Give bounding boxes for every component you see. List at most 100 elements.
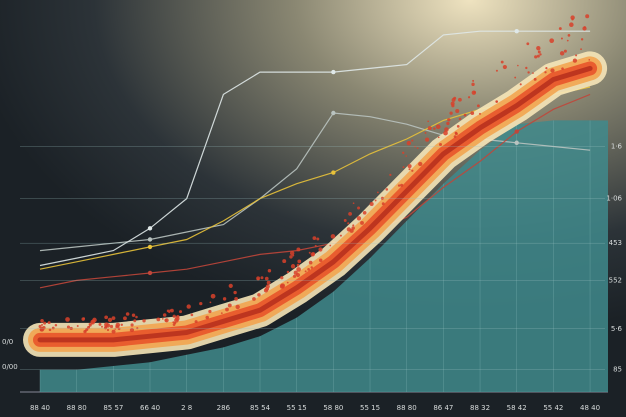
spray-dot [567,34,571,37]
spray-dot [98,322,102,326]
spray-dot [129,327,135,333]
spray-dot [228,283,233,288]
y-tick-label: 552 [609,276,622,284]
x-tick-label: 55 15 [360,404,380,412]
x-tick-label: 85 54 [250,404,271,412]
spray-dot [170,308,174,313]
spray-dot [471,90,477,95]
spray-dot [40,319,44,323]
spray-dot [286,270,290,274]
spray-dot [190,313,194,317]
spray-dot [385,188,389,191]
spray-dot [120,323,123,326]
point [147,226,153,231]
spray-dot [304,270,307,273]
spray-dot [467,96,471,99]
spray-dot [296,267,301,272]
x-tick-label: 55 42 [543,404,563,412]
y-tick-label: 1·6 [611,142,623,150]
spray-dot [411,139,414,142]
spray-dot [47,321,50,324]
spray-dot [580,38,584,41]
spray-dot [220,312,223,314]
spray-dot [210,293,216,299]
spray-dot [131,313,136,317]
y-tick-label: 5·6 [611,325,623,333]
spray-dot [296,263,300,267]
spray-dot [109,324,114,329]
spray-dot [104,315,109,320]
spray-dot [280,276,284,280]
spray-dot [82,317,85,320]
point [331,110,336,116]
spray-dot [290,264,296,269]
spray-dot [444,127,449,132]
spray-dot [427,126,432,131]
spray-dot [161,318,164,320]
band-line [37,65,593,343]
spray-dot [560,37,563,40]
spray-dot [447,118,451,122]
spray-dot [289,250,295,256]
spray-dot [406,140,412,146]
spray-dot [296,247,301,252]
y-tick-label: 453 [609,239,622,247]
spray-dot [76,325,79,328]
spray-dot [312,236,317,241]
spray-dot [222,297,227,301]
spray-dot [558,27,562,30]
spray-dot [563,49,567,53]
spray-dot [585,14,590,19]
spray-dot [381,202,385,206]
spray-dot [65,317,70,322]
spray-dot [519,83,522,86]
spray-dot [256,276,261,281]
spray-dot [339,234,342,237]
spray-dot [476,104,480,108]
spray-dot [329,244,332,247]
spray-dot [106,328,110,332]
spray-dot [517,64,519,67]
spray-dot [456,125,460,128]
spray-dot [186,304,191,309]
spray-dot [292,274,297,278]
spray-dot [292,254,295,257]
spray-dot [318,258,323,262]
spray-dot [502,64,507,70]
x-tick-label: 2 8 [181,404,192,412]
spray-dot [514,76,517,79]
point [514,129,519,134]
spray-dot [407,164,412,169]
point [331,69,336,75]
spray-dot [527,71,530,74]
y-tick-label: 1·06 [606,195,622,203]
spray-dot [307,267,310,271]
spray-dot [533,77,537,81]
spray-dot [360,220,364,225]
spray-dot [234,297,238,301]
spray-dot [569,22,574,27]
spray-dot [347,222,350,225]
spray-dot [352,224,355,227]
spray-dot [435,124,441,130]
spray-dot [318,247,323,252]
spray-dot [343,219,347,222]
spray-dot [69,326,73,331]
spray-dot [570,15,575,20]
spray-dot [449,111,453,115]
x-tick-label: 58 42 [507,404,527,412]
spray-dot [172,314,176,318]
x-tick-label: 86 47 [433,404,453,412]
spray-dot [534,55,538,59]
spray-dot [376,191,379,194]
x-tick-label: 88 80 [397,404,417,412]
spray-dot [580,48,582,51]
spray-dot [575,54,578,57]
spray-dot [125,312,130,316]
spray-dot [451,97,456,102]
x-tick-label: 286 [217,404,231,412]
spray-dot [179,310,183,314]
spray-dot [443,130,448,136]
